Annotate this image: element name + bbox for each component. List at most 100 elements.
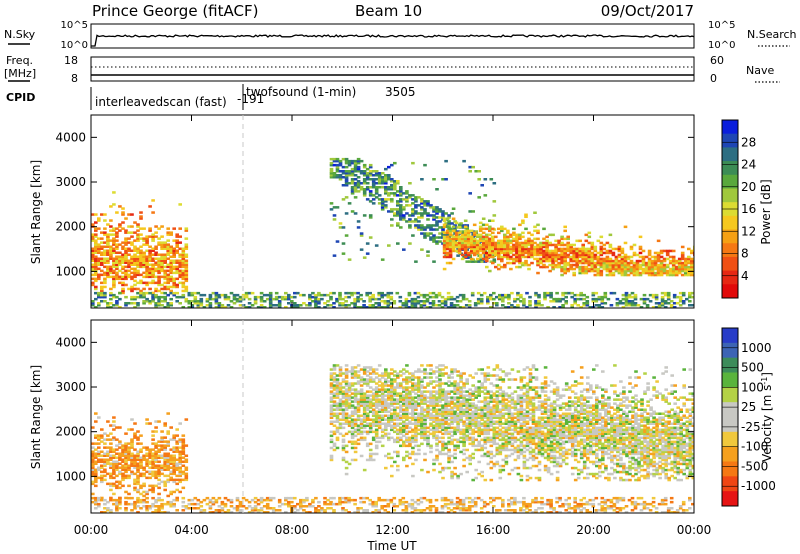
power-cell <box>440 306 445 308</box>
velocity-cell <box>408 420 412 423</box>
velocity-cell <box>353 422 358 425</box>
power-cell <box>423 226 427 229</box>
velocity-cell <box>411 390 415 393</box>
power-cell <box>393 180 397 183</box>
power-cell <box>438 226 442 229</box>
velocity-cell <box>393 410 397 413</box>
power-cell <box>638 263 643 267</box>
power-cell <box>130 261 134 264</box>
power-cell <box>688 293 692 297</box>
velocity-cell <box>390 394 394 397</box>
velocity-cell <box>347 398 352 401</box>
power-cell <box>100 293 104 297</box>
power-cell <box>94 241 98 244</box>
power-cell <box>151 247 155 250</box>
velocity-cell <box>157 474 161 478</box>
power-cell <box>396 214 400 217</box>
power-cell <box>356 182 361 185</box>
velocity-cell <box>459 396 463 399</box>
power-cell <box>247 297 252 301</box>
power-cell <box>184 275 189 279</box>
power-cell <box>344 300 348 303</box>
power-cell <box>389 291 394 295</box>
power-cell <box>296 306 300 308</box>
velocity-cell <box>396 382 400 385</box>
velocity-cell <box>175 446 179 449</box>
power-cell <box>675 295 680 299</box>
velocity-cell <box>356 376 361 379</box>
power-cell <box>587 255 592 259</box>
power-cell <box>468 170 472 173</box>
velocity-cell <box>347 390 352 393</box>
power-cell <box>106 261 110 264</box>
velocity-cell <box>338 432 343 436</box>
velocity-cell <box>444 412 448 415</box>
power-cell <box>390 180 394 183</box>
power-cell <box>157 297 161 301</box>
velocity-cell <box>359 380 364 383</box>
velocity-cell <box>456 424 460 427</box>
velocity-cell <box>109 450 113 453</box>
power-cell <box>602 263 607 267</box>
power-cell <box>405 204 409 207</box>
power-cell <box>259 304 264 307</box>
power-cell <box>454 245 459 249</box>
velocity-cell <box>414 402 418 405</box>
velocity-cell <box>97 438 101 441</box>
power-cell <box>293 302 297 305</box>
power-cell <box>399 206 403 209</box>
power-cell <box>411 234 415 237</box>
power-cell <box>341 176 346 179</box>
power-cell <box>163 259 167 262</box>
velocity-cell <box>435 412 439 415</box>
power-cell <box>500 249 504 253</box>
velocity-cell <box>459 402 463 405</box>
velocity-cell <box>399 436 403 440</box>
power-cell <box>524 249 528 253</box>
power-cell <box>509 233 513 237</box>
velocity-cell <box>396 450 400 454</box>
velocity-cell <box>405 370 409 373</box>
velocity-cell <box>124 448 128 451</box>
velocity-cell <box>97 452 101 455</box>
velocity-cell <box>429 444 433 448</box>
power-cell <box>587 235 592 239</box>
power-cell <box>542 253 546 257</box>
velocity-cell <box>465 428 469 432</box>
velocity-cell <box>405 426 409 430</box>
velocity-cell <box>172 434 176 437</box>
velocity-cell <box>408 378 412 381</box>
velocity-cell <box>169 426 173 429</box>
power-cell <box>136 281 140 285</box>
power-cell <box>585 295 590 299</box>
velocity-cell <box>130 428 134 431</box>
power-cell <box>463 243 468 247</box>
power-cell <box>459 230 463 233</box>
power-cell <box>106 267 110 271</box>
power-cell <box>368 192 373 195</box>
velocity-cell <box>384 406 388 409</box>
power-cell <box>181 289 186 293</box>
power-cell <box>148 263 152 266</box>
velocity-cell <box>175 482 179 486</box>
power-cell <box>614 261 619 265</box>
velocity-cell <box>365 408 370 411</box>
power-cell <box>497 243 501 247</box>
velocity-cell <box>112 462 116 465</box>
power-cell <box>662 259 667 263</box>
power-cell <box>232 302 237 305</box>
power-cell <box>181 265 186 269</box>
velocity-cell <box>420 436 424 440</box>
power-cell <box>109 225 113 228</box>
power-cell <box>142 255 146 258</box>
power-cell <box>441 230 445 233</box>
velocity-cell <box>380 428 385 432</box>
power-cell <box>620 269 625 273</box>
power-cell <box>223 293 228 297</box>
nsearch-tick-high: 10^5 <box>708 20 735 31</box>
velocity-cell <box>393 394 397 397</box>
velocity-cell <box>184 444 189 447</box>
velocity-cell <box>408 422 412 425</box>
power-cell <box>151 291 155 295</box>
power-cell <box>453 220 457 223</box>
